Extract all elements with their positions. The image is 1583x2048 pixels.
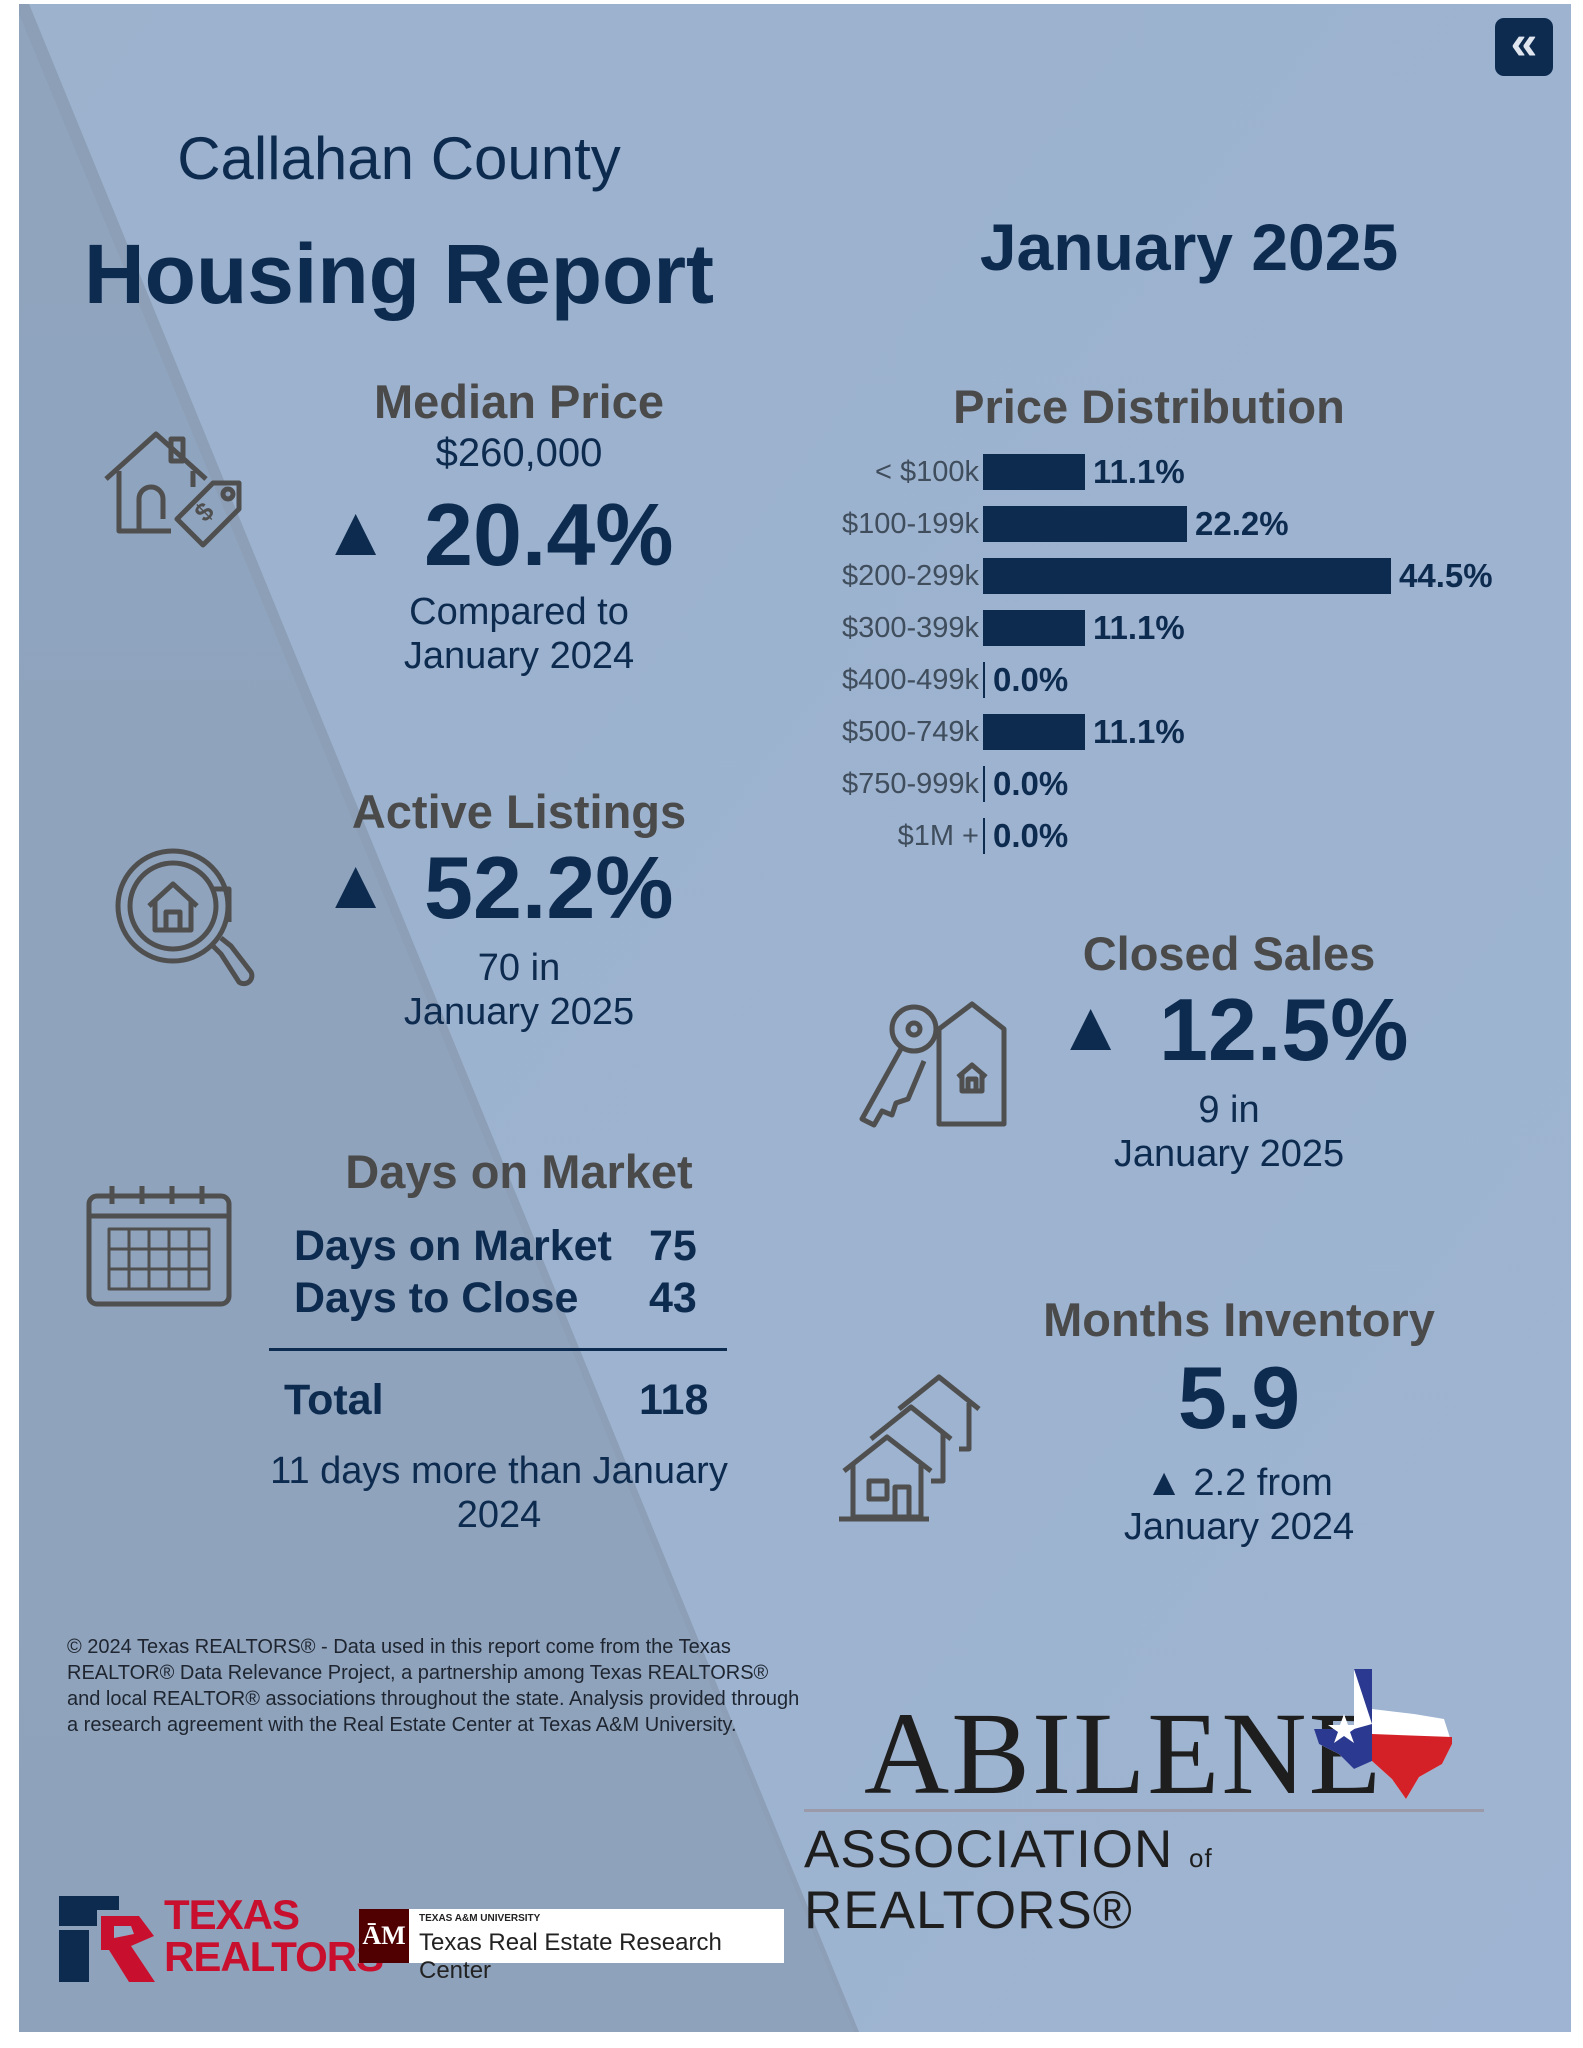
active-listings-line-2: January 2025 (403, 991, 635, 1033)
price-bucket-bar (983, 454, 1085, 490)
price-bucket-row: < $100k 11.1% (819, 452, 1519, 492)
closed-sales-title: Closed Sales (1082, 927, 1376, 980)
dom-row-value-2: 43 (649, 1274, 697, 1322)
price-bucket-row: $100-199k 22.2% (819, 504, 1519, 544)
abilene-rule (804, 1809, 1484, 1812)
dom-total-value: 118 (639, 1376, 709, 1424)
dom-note-line-1: 11 days more than January (270, 1450, 728, 1492)
months-inventory-title: Months Inventory (1043, 1293, 1435, 1346)
svg-text:$: $ (188, 496, 220, 528)
abilene-word: ABILENE (864, 1688, 1383, 1819)
texas-realtors-line-2: REALTORS (164, 1933, 384, 1980)
price-bucket-zero-bar (983, 766, 985, 802)
tamu-mark-icon: ĀM (359, 1909, 409, 1963)
price-bucket-bar (983, 506, 1187, 542)
price-bucket-row: $750-999k 0.0% (819, 764, 1519, 804)
price-bucket-value-label: 44.5% (1399, 557, 1493, 594)
calendar-icon (86, 1186, 232, 1307)
houses-stack-icon (839, 1374, 981, 1522)
active-listings-up-arrow: ▲ (321, 845, 391, 923)
magnifier-house-icon (115, 848, 255, 987)
price-bucket-label: $400-499k (841, 664, 979, 696)
median-price-compare: Compared to January 2024 (319, 590, 719, 678)
median-price-title: Median Price (374, 375, 664, 428)
housing-report-page: « Callahan County Housing Report January… (19, 4, 1571, 2032)
house-price-tag-icon: $ (104, 431, 242, 548)
county-name: Callahan County (177, 125, 621, 192)
price-bucket-zero-bar (983, 818, 985, 854)
price-bucket-label: $300-399k (841, 612, 979, 644)
price-bucket-value-label: 11.1% (1093, 713, 1185, 750)
dom-row-value-1: 75 (649, 1222, 697, 1270)
price-bucket-row: $1M + 0.0% (819, 816, 1519, 856)
tamu-research-center-logo: ĀM TEXAS A&M UNIVERSITY Texas Real Estat… (359, 1909, 784, 1984)
price-bucket-value-label: 0.0% (993, 817, 1069, 854)
price-distribution-chart: < $100k 11.1% $100-199k 22.2% $200-299k 44.5%… (819, 452, 1539, 854)
months-inventory-value: 5.9 (1177, 1348, 1301, 1447)
price-bucket-bar (983, 714, 1085, 750)
dom-note-line-2: 2024 (456, 1494, 542, 1536)
price-bucket-row: $400-499k 0.0% (819, 660, 1519, 700)
price-bucket-value-label: 0.0% (993, 765, 1069, 802)
closed-sales-detail: 9 in January 2025 (1019, 1088, 1439, 1176)
median-price-value: $260,000 (435, 431, 603, 475)
price-bucket-label: $750-999k (841, 768, 979, 800)
report-month: January 2025 (979, 210, 1399, 284)
median-price-change: 20.4% (424, 485, 674, 584)
price-distribution-title: Price Distribution (953, 380, 1345, 433)
price-bucket-label: $1M + (897, 820, 979, 852)
months-inventory-line-2: January 2024 (1123, 1506, 1355, 1548)
price-bucket-row: $300-399k 11.1% (819, 608, 1519, 648)
price-bucket-value-label: 11.1% (1093, 453, 1185, 490)
abilene-realtors-word: REALTORS® (804, 1881, 1133, 1940)
price-bucket-label: $500-749k (841, 716, 979, 748)
texas-realtors-mark (59, 1896, 155, 1982)
price-bucket-label: $100-199k (841, 508, 979, 540)
texas-realtors-line-1: TEXAS (164, 1891, 300, 1938)
tamu-small-text: TEXAS A&M UNIVERSITY (419, 1913, 541, 1924)
closed-sales-change: 12.5% (1159, 980, 1409, 1079)
texas-realtors-logo: TEXAS REALTORS (59, 1891, 384, 1984)
compare-line-1: Compared to (409, 591, 629, 633)
closed-sales-up-arrow: ▲ (1056, 987, 1126, 1065)
compare-line-2: January 2024 (403, 635, 635, 677)
abilene-association-text: ASSOCIATION of REALTORS® (804, 1819, 1504, 1941)
key-house-tag-icon (859, 1001, 1007, 1128)
closed-sales-line-1: 9 in (1198, 1089, 1260, 1131)
months-inventory-line-1: ▲ 2.2 from (1145, 1462, 1333, 1504)
active-listings-line-1: 70 in (477, 947, 561, 989)
texas-flag-map-icon (1314, 1669, 1452, 1799)
copyright-disclaimer: © 2024 Texas REALTORS® - Data used in th… (67, 1636, 800, 1736)
months-inventory-detail: ▲ 2.2 from January 2024 (1039, 1461, 1439, 1549)
dom-row-label-2: Days to Close (294, 1274, 579, 1322)
active-listings-detail: 70 in January 2025 (299, 946, 739, 1034)
price-bucket-zero-bar (983, 662, 985, 698)
dom-note: 11 days more than January 2024 (259, 1449, 739, 1537)
dom-divider (269, 1348, 727, 1351)
abilene-assoc-word: ASSOCIATION (804, 1820, 1174, 1879)
price-bucket-label: < $100k (874, 456, 979, 488)
abilene-of-word: of (1189, 1843, 1213, 1873)
price-bucket-value-label: 11.1% (1093, 609, 1185, 646)
price-bucket-bar (983, 558, 1391, 594)
report-title: Housing Report (84, 227, 714, 321)
price-bucket-label: $200-299k (841, 560, 979, 592)
tamu-center-name: Texas Real Estate Research Center (419, 1929, 722, 1984)
days-on-market-title: Days on Market (345, 1145, 693, 1198)
back-button[interactable]: « (1495, 18, 1553, 76)
active-listings-title: Active Listings (351, 785, 687, 838)
price-bucket-row: $200-299k 44.5% (819, 556, 1519, 596)
median-price-up-arrow: ▲ (321, 492, 391, 570)
price-bucket-bar (983, 610, 1085, 646)
dom-total-label: Total (284, 1376, 384, 1424)
price-bucket-value-label: 0.0% (993, 661, 1069, 698)
price-bucket-value-label: 22.2% (1195, 505, 1289, 542)
price-bucket-row: $500-749k 11.1% (819, 712, 1519, 752)
closed-sales-line-2: January 2025 (1113, 1133, 1345, 1175)
dom-row-label-1: Days on Market (294, 1222, 612, 1270)
active-listings-change: 52.2% (424, 838, 674, 937)
